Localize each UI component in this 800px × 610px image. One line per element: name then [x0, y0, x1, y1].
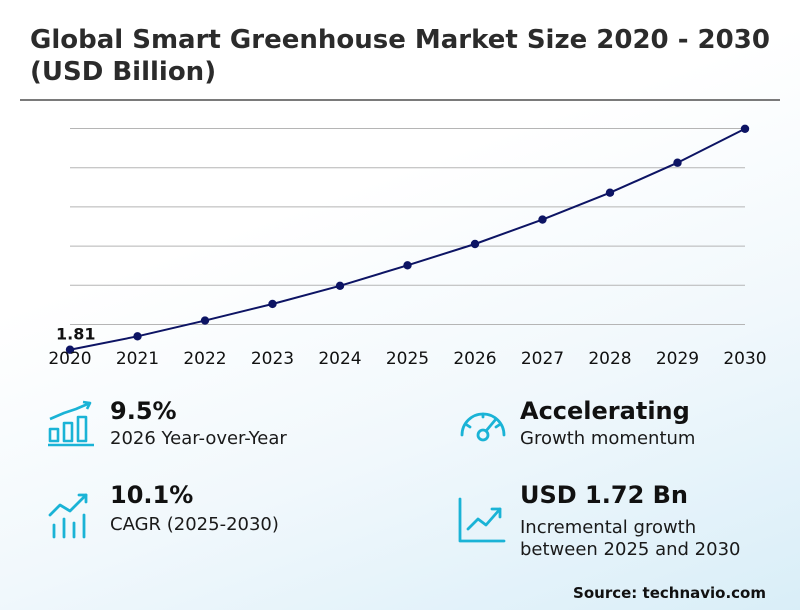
x-tick-label: 2022 [183, 349, 226, 369]
chart-title: Global Smart Greenhouse Market Size 2020… [30, 25, 770, 87]
kpi-momentum-desc: Growth momentum [520, 428, 696, 449]
kpi-momentum: Accelerating Growth momentum [456, 397, 776, 457]
data-label: 1.81 [56, 325, 95, 344]
data-point-2026 [470, 239, 480, 249]
source-note: Source: technavio.com [573, 584, 766, 602]
kpi-yoy-desc: 2026 Year-over-Year [110, 428, 287, 449]
data-point-2028 [605, 188, 615, 197]
x-tick-label: 2030 [723, 349, 766, 369]
kpi-incremental: USD 1.72 Bn Incremental growth between 2… [456, 481, 776, 561]
x-tick-label: 2025 [386, 349, 429, 369]
x-tick-label: 2024 [318, 349, 361, 369]
kpi-cagr-value: 10.1% [110, 481, 194, 509]
x-tick-label: 2027 [521, 349, 564, 369]
kpi-cagr-desc: CAGR (2025-2030) [110, 514, 279, 535]
source-value[interactable]: technavio.com [642, 584, 766, 602]
kpi-incremental-desc-line1: Incremental growth [520, 517, 697, 538]
data-point-2029 [673, 158, 682, 167]
x-tick-label: 2023 [251, 349, 294, 369]
line-chart-arrow-icon [458, 497, 506, 543]
data-point-2027 [538, 215, 547, 224]
kpi-incremental-desc-line2: between 2025 and 2030 [520, 539, 741, 560]
x-tick-label: 2029 [656, 349, 699, 369]
x-tick-label: 2021 [116, 349, 159, 369]
data-point-2023 [268, 299, 277, 309]
data-point-2025 [403, 261, 412, 270]
kpi-yoy-value: 9.5% [110, 397, 177, 425]
x-tick-label: 2026 [453, 349, 496, 369]
data-point-2022 [200, 316, 210, 325]
data-point-2024 [335, 281, 345, 291]
x-tick-label: 2020 [48, 349, 91, 369]
title-divider [20, 99, 780, 101]
kpi-incremental-value: USD 1.72 Bn [520, 481, 688, 509]
kpi-yoy: 9.5% 2026 Year-over-Year [46, 397, 376, 457]
line-chart: 2020 2021 2022 2023 2024 2025 2026 2027 2028 2029… [48, 124, 767, 369]
x-tick-label: 2028 [588, 349, 631, 369]
bar-chart-growth-icon [48, 400, 94, 447]
bar-trend-line-icon [48, 493, 88, 539]
speedometer-icon [460, 412, 506, 442]
kpi-cagr: 10.1% CAGR (2025-2030) [46, 481, 376, 541]
series-line [69, 127, 746, 351]
data-point-2021 [133, 332, 142, 341]
data-point-2020 [65, 345, 75, 354]
data-point-2030 [740, 124, 750, 133]
source-label: Source: [573, 584, 638, 602]
kpi-momentum-value: Accelerating [520, 397, 690, 425]
